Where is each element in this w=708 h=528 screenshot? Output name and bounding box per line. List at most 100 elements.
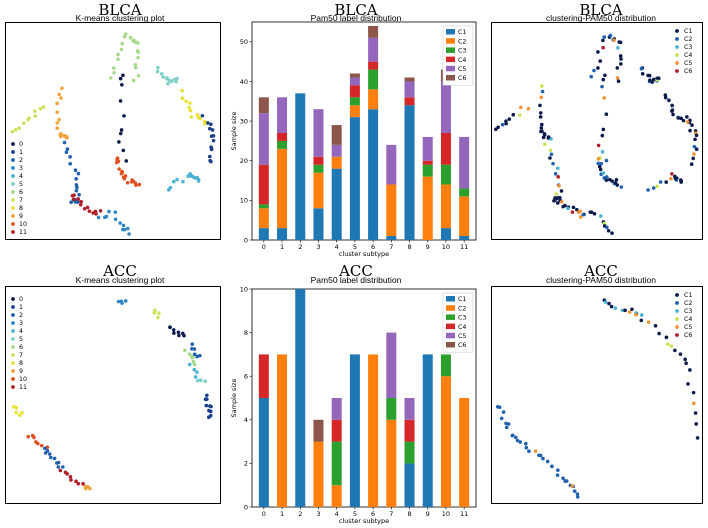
- blca-bar-10-C3: [440, 164, 451, 185]
- blca-bar-3-C4: [313, 156, 324, 165]
- acc-clustering-point: [653, 324, 658, 328]
- blca-kmeans-point: [65, 147, 70, 151]
- acc-clustering-point: [550, 464, 554, 469]
- acc-kmeans-point: [65, 472, 70, 476]
- blca-kmeans-point: [111, 66, 116, 70]
- acc-kmeans-title: ACC: [103, 262, 137, 280]
- acc-bar-6-C2: [368, 354, 379, 507]
- acc-clustering-point: [497, 405, 502, 410]
- blca-kmeans-legend-marker-0: [11, 142, 15, 146]
- blca-kmeans-point: [211, 134, 216, 138]
- blca-clustering-point: [559, 200, 564, 204]
- blca-xtick-9: 9: [426, 243, 430, 251]
- blca-kmeans-point: [127, 232, 131, 236]
- acc-kmeans-point: [45, 449, 50, 453]
- blca-kmeans-point: [55, 101, 59, 106]
- acc-clustering-legend-marker-C6: [675, 333, 679, 337]
- blca-clustering-point: [685, 115, 689, 119]
- blca-bar-3-C1: [313, 208, 324, 240]
- blca-kmeans-point: [209, 159, 213, 164]
- acc-kmeans-point: [61, 465, 65, 469]
- acc-ytick-4: 4: [244, 416, 248, 424]
- blca-clustering-point: [667, 98, 671, 103]
- acc-clustering-point: [510, 433, 515, 438]
- blca-bar-6-C1: [368, 109, 379, 240]
- acc-legend: [442, 292, 474, 353]
- acc-clustering-point: [657, 331, 661, 336]
- blca-kmeans-point: [41, 105, 46, 109]
- blca-clustering-point: [663, 95, 668, 100]
- blca-legend-swatch-C2: [446, 38, 455, 44]
- blca-clustering-point: [607, 177, 612, 182]
- blca-kmeans-legend-marker-10: [11, 222, 15, 226]
- blca-bar-3-C2: [313, 172, 324, 209]
- blca-clustering-point: [685, 120, 690, 124]
- blca-clustering-point: [601, 171, 606, 175]
- acc-bar-1-C2: [277, 354, 288, 507]
- blca-kmeans-legend-label-9: 9: [19, 213, 23, 220]
- blca-bar-3-C3: [313, 164, 324, 173]
- blca-clustering-legend-marker-C1: [675, 29, 679, 33]
- blca-bar-0-C4: [258, 164, 269, 205]
- acc-clustering-point: [501, 410, 506, 414]
- blca-kmeans-legend-marker-2: [11, 158, 15, 162]
- acc-xtick-5: 5: [353, 510, 357, 518]
- blca-clustering-point: [570, 210, 575, 214]
- blca-clustering-point: [601, 45, 605, 50]
- blca-kmeans-point: [209, 147, 214, 152]
- blca-clustering-legend-label-C1: C1: [684, 28, 692, 35]
- blca-bar-9-C2: [422, 176, 433, 240]
- acc-kmeans-legend-label-6: 6: [19, 344, 23, 351]
- acc-kmeans-point: [52, 456, 57, 461]
- blca-bar-8-C5: [404, 81, 415, 98]
- blca-clustering-subtitle: clustering-PAM50 distribution: [546, 13, 656, 23]
- acc-bar-8-C4: [404, 419, 415, 442]
- blca-bar-0-C1: [258, 228, 269, 240]
- acc-clustering-point: [504, 425, 509, 430]
- blca-clustering-point: [555, 201, 560, 205]
- acc-bar-0-C4: [258, 354, 269, 398]
- acc-clustering-point: [570, 484, 575, 488]
- blca-clustering-point: [600, 150, 605, 154]
- acc-kmeans-point: [203, 397, 208, 401]
- acc-clustering-point: [695, 436, 700, 440]
- blca-kmeans-point: [168, 185, 173, 190]
- blca-clustering-point: [673, 176, 678, 181]
- acc-kmeans-point: [58, 468, 63, 473]
- acc-clustering-point: [533, 449, 538, 453]
- acc-legend-swatch-C2: [446, 305, 455, 311]
- blca-clustering-point: [602, 35, 607, 39]
- acc-clustering-point: [664, 335, 669, 340]
- acc-clustering-point: [538, 453, 543, 458]
- blca-kmeans-point: [82, 206, 87, 211]
- blca-kmeans-point: [136, 50, 141, 54]
- blca-xtick-1: 1: [280, 243, 284, 251]
- blca-clustering-point: [539, 126, 544, 130]
- acc-clustering-point: [678, 352, 683, 356]
- blca-clustering-point: [604, 112, 609, 117]
- blca-kmeans-point: [205, 121, 210, 125]
- blca-kmeans-point: [118, 99, 123, 103]
- acc-clustering-point: [646, 320, 651, 324]
- acc-clustering-point: [666, 342, 670, 346]
- acc-clustering-point: [518, 440, 523, 444]
- blca-ylabel: Sample size: [230, 111, 238, 150]
- blca-kmeans-point: [188, 108, 193, 113]
- blca-kmeans-point: [69, 200, 73, 205]
- blca-kmeans-point: [76, 197, 81, 201]
- blca-kmeans-point: [55, 110, 59, 114]
- blca-kmeans-point: [133, 63, 138, 67]
- acc-bar-10-C2: [440, 376, 451, 507]
- blca-clustering-point: [602, 96, 607, 100]
- blca-clustering-point: [496, 125, 500, 130]
- acc-kmeans-point: [168, 325, 172, 329]
- blca-clustering-point: [600, 84, 604, 89]
- blca-bar-5-C5: [349, 77, 360, 86]
- blca-clustering-panel: C1 C2 C3 C4 C5 C6: [491, 22, 703, 240]
- blca-clustering-point: [618, 54, 623, 58]
- blca-kmeans-point: [122, 227, 127, 232]
- blca-kmeans-point: [74, 189, 79, 193]
- blca-clustering-point: [549, 152, 554, 157]
- blca-clustering-point: [648, 78, 652, 82]
- blca-legend-swatch-C1: [446, 29, 455, 35]
